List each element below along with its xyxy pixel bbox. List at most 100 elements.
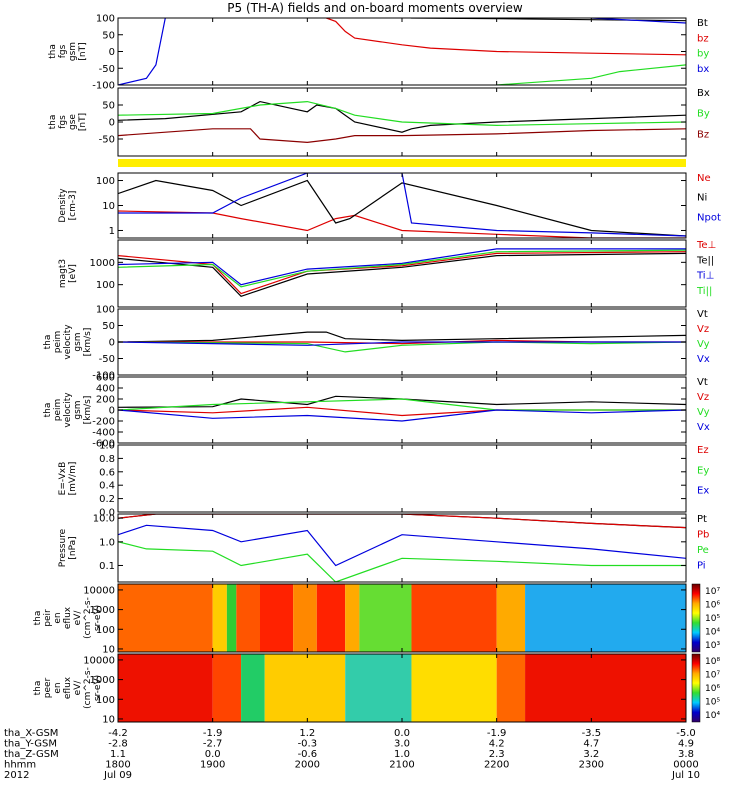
y-axis-label: velocity: [63, 324, 73, 360]
panel-frame: [117, 239, 687, 308]
x-tick-label: 4.2: [489, 739, 505, 750]
x-axis-row-label: tha_X-GSM: [4, 728, 58, 739]
x-tick-label: 4.9: [678, 739, 694, 750]
legend-entry: Bz: [697, 129, 709, 140]
legend-entry: bz: [697, 33, 709, 44]
y-tick-label: -400: [92, 428, 115, 439]
spectrogram-cell: [525, 654, 686, 722]
x-tick-label: 3.8: [678, 749, 694, 760]
y-tick-label: 10: [102, 644, 115, 655]
legend-entry: Ni: [697, 193, 707, 204]
panel-frame: [117, 444, 687, 513]
x-tick-label: -0.3: [298, 739, 318, 750]
x-tick-label: -4.2: [108, 728, 128, 739]
y-tick-label: 10: [102, 714, 115, 725]
y-axis-label: eflux: [63, 606, 73, 629]
legend-entry: Vx: [697, 354, 710, 365]
legend-entry: Te||: [696, 255, 714, 266]
x-tick-label: -2.8: [108, 739, 128, 750]
panel-fgs-gse: 50 0 -50 tha fgs gse [nT]: [48, 87, 687, 157]
y-tick-label: 0.1: [99, 561, 115, 572]
x-tick-label: 2200: [484, 760, 509, 771]
x-tick-label: -3.5: [582, 728, 602, 739]
x-tick-label: 2.3: [489, 749, 505, 760]
y-tick-label: -50: [99, 354, 115, 365]
x-tick-label: 4.7: [583, 739, 599, 750]
series-line-Bx: [118, 100, 686, 133]
series-line-Vx: [118, 409, 686, 422]
x-axis-row-label: hhmm: [4, 760, 36, 771]
legend-entry: Ex: [697, 486, 709, 497]
series-line-Bz: [118, 128, 686, 144]
y-tick-label: 100: [96, 305, 115, 316]
spectrogram-cell: [118, 654, 213, 722]
x-tick-label: -1.9: [203, 728, 223, 739]
colorbar-tick-label: 10⁴: [705, 628, 720, 638]
x-tick-label: 3.2: [583, 749, 599, 760]
panel-peir-spectrogram: 10000 1000 100 10 tha peir en eflux eV/(cm^2-s-s…: [33, 583, 701, 655]
x-tick-label: -2.7: [203, 739, 223, 750]
x-tick-label: 2000: [295, 760, 320, 771]
y-axis-label: fgs: [58, 115, 68, 129]
y-axis-label: sr-eV): [93, 675, 103, 701]
spectrogram-cell: [118, 584, 213, 652]
colorbar-tick-label: 10⁸: [705, 657, 720, 667]
y-tick-label: 0.8: [99, 454, 115, 465]
spectrogram-cell: [345, 654, 412, 722]
panel-density: 100 10 1 Density [cm-3]: [58, 172, 687, 239]
panel-temperature: 1000 100 magt3 [eV]: [58, 239, 687, 308]
x-tick-label: 0.0: [394, 728, 410, 739]
x-tick-label: 2300: [579, 760, 604, 771]
y-axis-label: eV/: [73, 680, 83, 696]
y-axis-label: [cm-3]: [68, 191, 78, 221]
y-tick-label: 10000: [83, 655, 115, 666]
y-tick-label: 0: [109, 47, 115, 58]
y-tick-label: 1000: [90, 675, 115, 686]
spectrogram-cell: [316, 584, 346, 652]
x-tick-label: Jul 10: [671, 770, 700, 781]
series-line-Vx: [118, 341, 686, 346]
y-axis-label: [eV]: [68, 264, 78, 283]
colorbar-tick-label: 10⁷: [705, 587, 720, 597]
legend-entry: by: [697, 49, 709, 60]
spectrogram-cell: [226, 584, 237, 652]
y-axis-label: gsm: [73, 332, 83, 351]
spectrogram-cell: [260, 584, 294, 652]
y-tick-label: -100: [92, 81, 115, 92]
panel-peer-spectrogram: 10000 1000 100 10 tha peer en eflux eV/(cm^2-s-s…: [33, 653, 701, 725]
legend-entry: Vz: [697, 324, 709, 335]
series-line-By: [118, 100, 686, 127]
legend-entry: Vt: [697, 377, 708, 388]
x-tick-label: 2100: [389, 760, 414, 771]
spectrogram-cell: [212, 584, 227, 652]
x-axis-row-label: 2012: [4, 770, 29, 781]
y-axis-label: Pressure: [58, 528, 68, 567]
x-tick-label: 3.0: [394, 739, 410, 750]
series-line-bz: [326, 18, 686, 56]
y-axis-label: peir: [43, 609, 53, 627]
spectrogram-cell: [359, 584, 412, 652]
y-tick-label: 0.6: [99, 467, 115, 478]
y-tick-label: 1000: [90, 605, 115, 616]
series-line-Pe: [118, 541, 686, 582]
yellow-status-bar: [118, 159, 686, 167]
y-axis-label: eV/: [73, 610, 83, 626]
spectrogram-cell: [241, 654, 265, 722]
x-tick-label: 1800: [105, 760, 130, 771]
y-axis-label: magt3: [58, 259, 68, 288]
legend-entry: Vz: [697, 392, 709, 403]
x-tick-label: 0000: [673, 760, 698, 771]
series-line-Npot: [118, 173, 686, 237]
y-axis-label: E=-VxB: [58, 462, 68, 496]
y-axis-label: gsm: [68, 42, 78, 61]
legend-entry: Ez: [697, 445, 709, 456]
legend-entry: Bx: [697, 88, 710, 99]
colorbar-tick-label: 10⁵: [705, 698, 720, 708]
colorbar-tick-label: 10⁷: [705, 671, 720, 681]
legend-entry: Ey: [697, 465, 709, 476]
legend-entry: Pb: [697, 530, 709, 541]
y-tick-label: 1.0: [99, 441, 115, 452]
